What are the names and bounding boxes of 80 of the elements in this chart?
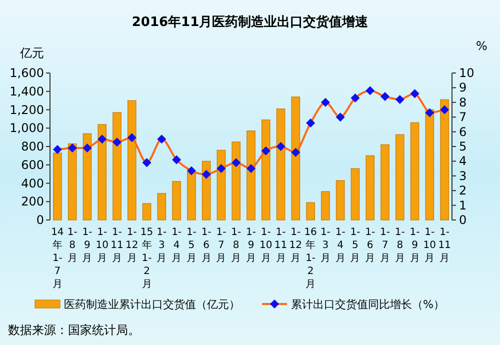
x-tick-label: 1-11月 (438, 227, 451, 264)
bar (366, 155, 375, 220)
y-tick-label: 1,000 (10, 121, 44, 136)
x-tick-label: 16年1-2月 (304, 227, 317, 290)
x-tick-label: 1-5月 (350, 227, 361, 264)
bar (187, 172, 196, 220)
bar (127, 100, 136, 220)
y-tick-label: 0 (36, 213, 44, 227)
y-tick-label: 1,400 (10, 84, 44, 98)
bar (53, 152, 62, 220)
x-tick-label: 1-3月 (156, 227, 168, 264)
y2-tick-label: 3 (459, 168, 467, 183)
x-tick-label: 1-9月 (246, 227, 256, 264)
y2-tick-label: 10 (459, 66, 474, 80)
x-tick-label: 1-11月 (274, 227, 288, 264)
bar (246, 130, 256, 220)
y2-tick-label: 7 (459, 110, 467, 124)
x-tick-label: 1-10月 (96, 227, 108, 264)
bar (216, 150, 226, 220)
legend-label: 医药制造业累计出口交货值（亿元） (64, 298, 240, 311)
bar (142, 203, 152, 220)
legend-label: 累计出口交货值同比增长（%） (291, 298, 444, 311)
bar (306, 202, 315, 220)
y2-tick-label: 5 (459, 140, 467, 154)
x-tick-label: 1-8月 (394, 227, 406, 264)
x-tick-label: 15年1-2月 (140, 227, 154, 290)
y2-tick-label: 4 (459, 154, 467, 168)
y2-tick-label: 6 (459, 124, 467, 139)
bar (440, 99, 449, 220)
bar (395, 134, 404, 220)
y2-tick-label: 2 (459, 184, 467, 198)
bar (82, 133, 92, 220)
bar (276, 108, 286, 220)
y-tick-label: 400 (21, 176, 44, 190)
x-tick-label: 1-12月 (289, 227, 302, 264)
x-tick-label: 1-11月 (110, 227, 124, 264)
bar (380, 144, 390, 220)
x-tick-label: 1-8月 (231, 227, 242, 264)
x-tick-label: 1-5月 (186, 227, 197, 264)
y-tick-label: 1,200 (10, 102, 44, 117)
bar (172, 181, 181, 220)
x-tick-label: 1-8月 (67, 227, 78, 264)
bar (410, 122, 420, 220)
y2-tick-label: 1 (459, 198, 467, 212)
x-tick-label: 1-4月 (172, 227, 182, 264)
x-tick-label: 1-6月 (201, 227, 212, 264)
chart-title: 2016年11月医药制造业出口交货值增速 (132, 14, 370, 30)
bar (232, 142, 241, 220)
bar (98, 124, 107, 220)
x-tick-label: 1-12月 (126, 227, 138, 264)
y-tick-label: 200 (21, 194, 44, 209)
bar (112, 112, 122, 220)
x-tick-label: 1-9月 (410, 227, 420, 264)
y2-tick-label: 0 (459, 213, 467, 227)
bar (157, 193, 166, 220)
source-note: 数据来源：国家统计局。 (8, 323, 140, 337)
y-axis-title: 亿元 (19, 46, 44, 60)
y-tick-label: 800 (21, 140, 44, 154)
bar (321, 191, 330, 220)
bar (291, 96, 300, 220)
bar (336, 180, 345, 220)
x-tick-label: 1-7月 (216, 227, 227, 264)
x-tick-label: 1-6月 (365, 227, 376, 264)
bar (425, 109, 434, 220)
y-tick-label: 1,600 (10, 66, 44, 80)
x-tick-label: 1-3月 (320, 227, 331, 264)
x-tick-label: 1-10月 (423, 227, 436, 264)
x-tick-label: 14年1-7月 (51, 227, 64, 290)
bar (202, 160, 211, 220)
y2-tick-label: 8 (459, 95, 467, 110)
bar (261, 120, 270, 220)
x-tick-label: 1-4月 (335, 227, 346, 264)
bar (350, 168, 360, 220)
y2-tick-label: 9 (459, 80, 467, 95)
x-tick-label: 1-10月 (260, 227, 272, 264)
y-tick-label: 600 (21, 158, 44, 172)
bar (68, 143, 77, 220)
y2-axis-title: % (476, 39, 488, 53)
x-tick-label: 1-7月 (380, 227, 390, 264)
x-tick-label: 1-9月 (82, 227, 93, 264)
